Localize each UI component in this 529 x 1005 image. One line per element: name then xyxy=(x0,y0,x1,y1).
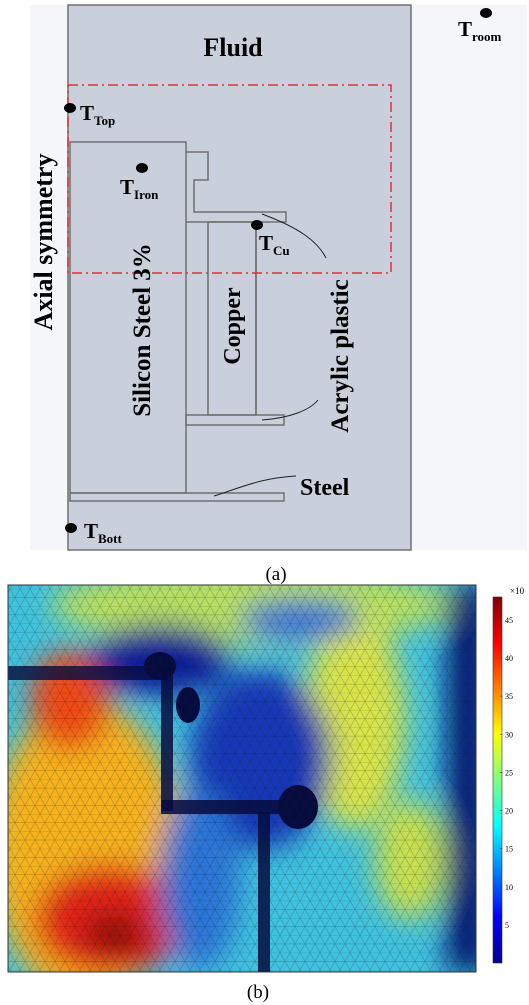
sensor-label: TBott xyxy=(84,519,123,546)
heatmap xyxy=(8,585,476,972)
sensor-dot xyxy=(64,103,76,113)
acrylic-leader-2 xyxy=(261,399,319,421)
sensor-label: TCu xyxy=(259,231,290,258)
axial-symmetry-label: Axial symmetry xyxy=(29,154,58,331)
acrylic-plastic-label: Acrylic plastic xyxy=(327,279,354,432)
sensor-room: Troom xyxy=(458,8,502,44)
sensor-dot xyxy=(251,220,263,230)
colorbar: ×10 45 40 35 30 25 20 15 10 5 xyxy=(492,586,525,964)
colorbar-tick-label: 45 xyxy=(505,616,513,625)
fluid-domain xyxy=(67,4,412,551)
sensor-dot xyxy=(65,523,77,533)
colorbar-tick-label: 5 xyxy=(505,921,509,930)
steel-label: Steel xyxy=(300,475,350,501)
sensor-top: TTop xyxy=(64,101,115,128)
sensor-iron: TIron xyxy=(120,163,159,202)
steel-leader xyxy=(213,475,297,497)
sensor-dot xyxy=(480,8,492,18)
colorbar-exponent: ×10 xyxy=(510,586,525,596)
colorbar-ticks: 45 40 35 30 25 20 15 10 5 xyxy=(500,616,513,930)
sensor-dot xyxy=(136,163,148,173)
caption-b: (b) xyxy=(247,982,269,1003)
top-flange xyxy=(186,151,287,223)
sensor-label: TTop xyxy=(80,101,115,128)
panel-a: Troom TTop TIron TCu TBott xyxy=(29,4,527,585)
steel-plate xyxy=(69,492,285,502)
heatmap-frame xyxy=(7,584,477,973)
colorbar-tick-label: 30 xyxy=(505,730,513,739)
sensor-label: TIron xyxy=(120,175,159,202)
colorbar-gradient xyxy=(492,596,503,964)
colorbar-tick-label: 40 xyxy=(505,654,513,663)
copper-label: Copper xyxy=(220,287,246,365)
colorbar-tick-label: 35 xyxy=(505,692,513,701)
colorbar-tick-label: 15 xyxy=(505,845,513,854)
panel-b: ×10 45 40 35 30 25 20 15 10 5 (b) xyxy=(7,584,525,1003)
fluid-label: Fluid xyxy=(203,33,263,62)
colorbar-tick-label: 10 xyxy=(505,883,513,892)
colorbar-tick-label: 25 xyxy=(505,768,513,777)
sensor-cu: TCu xyxy=(251,220,290,258)
sensor-label: Troom xyxy=(458,17,502,44)
caption-a: (a) xyxy=(265,564,286,585)
bottom-flange xyxy=(185,414,285,426)
acrylic-leader-1 xyxy=(261,213,327,259)
colorbar-tick-label: 20 xyxy=(505,807,513,816)
sensor-bott: TBott xyxy=(65,519,123,546)
roi-box xyxy=(67,84,392,274)
mesh-overlay xyxy=(8,585,476,972)
silicon-steel-label: Silicon Steel 3% xyxy=(129,243,156,417)
